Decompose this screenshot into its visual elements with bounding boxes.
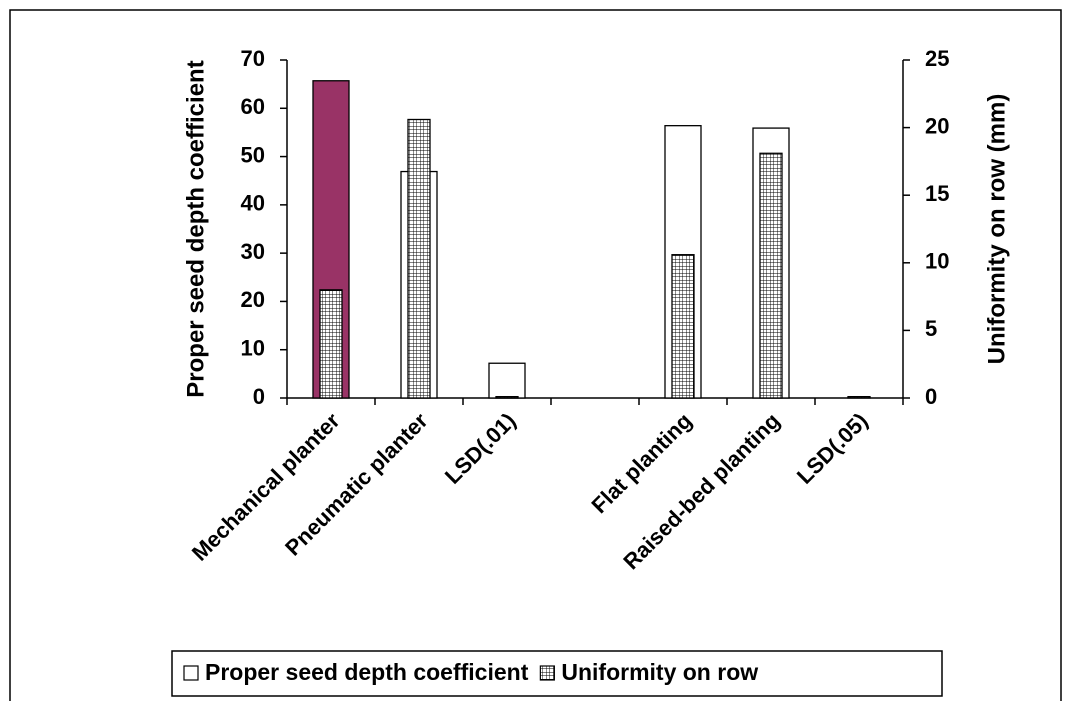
- y-tick-label: 60: [241, 94, 265, 119]
- legend-label: Uniformity on row: [561, 659, 758, 685]
- y-tick-label: 20: [241, 287, 265, 312]
- bar: [488, 362, 526, 399]
- x-tick-label: Mechanical planter: [187, 408, 345, 566]
- legend-label: Proper seed depth coefficient: [205, 659, 529, 685]
- bar: [407, 118, 431, 399]
- y2-axis-label: Uniformity on row (mm): [983, 94, 1010, 365]
- y-tick-label: 70: [241, 46, 265, 71]
- y2-tick-label: 5: [925, 316, 937, 341]
- legend-swatch: [183, 665, 199, 681]
- bar: [495, 395, 519, 399]
- legend-swatch: [539, 665, 555, 681]
- y-tick-label: 10: [241, 336, 265, 361]
- y-axis-label: Proper seed depth coefficient: [182, 60, 209, 397]
- y-tick-label: 0: [253, 384, 265, 409]
- y-tick-label: 30: [241, 239, 265, 264]
- x-tick-label: Raised-bed planting: [618, 408, 784, 574]
- x-tick-label: LSD(.05): [792, 408, 873, 489]
- bar: [671, 254, 695, 399]
- bar: [759, 152, 783, 399]
- legend-box: [171, 650, 943, 697]
- y2-tick-label: 0: [925, 384, 937, 409]
- bar: [319, 289, 343, 399]
- y2-tick-label: 20: [925, 113, 949, 138]
- y-tick-label: 40: [241, 191, 265, 216]
- y-tick-label: 50: [241, 142, 265, 167]
- y2-tick-label: 25: [925, 46, 949, 71]
- y2-tick-label: 15: [925, 181, 949, 206]
- y2-tick-label: 10: [925, 249, 949, 274]
- x-tick-label: LSD(.01): [440, 408, 521, 489]
- bar: [847, 395, 871, 399]
- frame: [9, 9, 1062, 701]
